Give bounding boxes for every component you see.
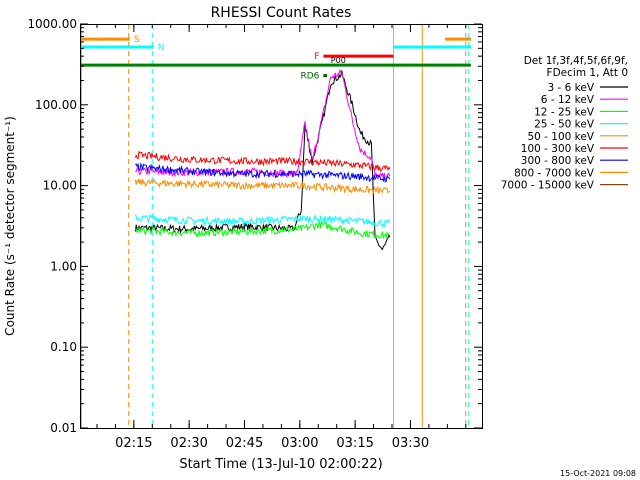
series-line-2 [134,219,391,240]
flag-label-0: S [134,35,140,45]
legend-header-0: Det 1f,3f,4f,5f,6f,9f, [524,55,628,67]
y-axis-label: Count Rate (s⁻¹ detector segment⁻¹) [3,116,17,336]
series-line-5 [134,150,391,172]
y-tick-label-3: 10.00 [43,179,77,193]
series-line-3 [134,213,391,229]
series-line-0 [134,70,391,251]
legend-label-4: 50 - 100 keV [527,131,594,143]
x-tick-label-2: 02:45 [226,436,263,451]
series-line-4 [134,177,391,195]
flag-label-4: F [314,52,319,62]
legend-label-8: 7000 - 15000 keV [501,180,595,192]
x-tick-label-3: 03:00 [281,436,318,451]
timestamp: 15-Oct-2021 09:08 [560,469,636,478]
legend-header-1: FDecim 1, Att 0 [547,67,628,79]
annotation-0: P00 [331,56,346,65]
y-tick-label-5: 1000.00 [27,17,77,31]
x-tick-label-4: 03:15 [336,436,373,451]
y-tick-label-2: 1.00 [50,259,77,273]
y-tick-label-1: 0.10 [50,340,77,354]
legend-label-2: 12 - 25 keV [534,106,595,118]
y-tick-label-0: 0.01 [50,421,77,435]
chart-title: RHESSI Count Rates [211,5,352,21]
legend-label-1: 6 - 12 keV [541,94,595,106]
legend-label-0: 3 - 6 keV [547,82,594,94]
x-tick-label-1: 02:30 [170,436,207,451]
x-tick-label-0: 02:15 [115,436,152,451]
legend-label-5: 100 - 300 keV [521,143,595,155]
legend-label-7: 800 - 7000 keV [514,167,595,179]
x-axis-label: Start Time (13-Jul-10 02:00:22) [179,457,382,472]
flag-label-5: RD6 [300,72,319,82]
series-line-6 [135,162,391,183]
legend-label-6: 300 - 800 keV [521,155,595,167]
x-tick-label-5: 03:30 [392,436,429,451]
legend-label-3: 25 - 50 keV [534,119,595,131]
flag-label-2: N [158,43,165,53]
y-tick-label-4: 100.00 [35,98,77,112]
